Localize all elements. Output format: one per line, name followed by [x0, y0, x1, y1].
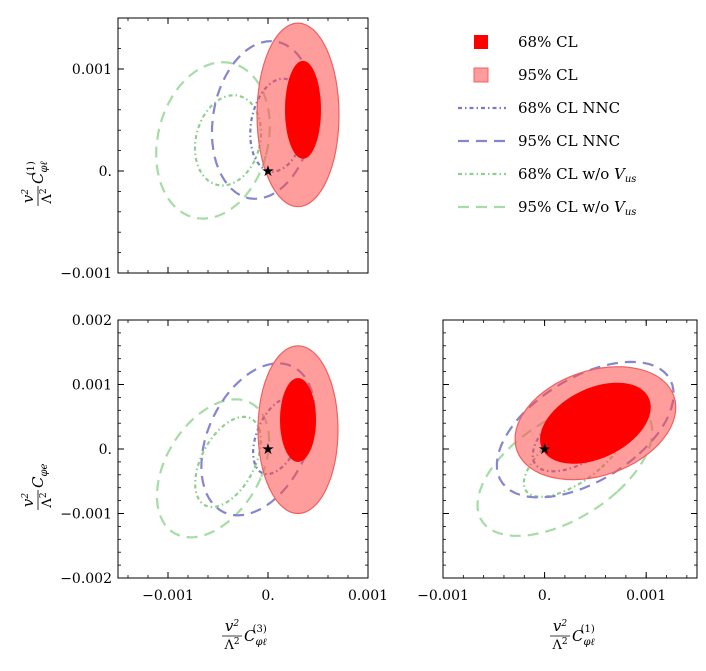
sm-point-star: ★ [261, 440, 274, 458]
legend-label: 95% CL [518, 66, 578, 84]
x-tick-label: 0.001 [626, 588, 666, 604]
panel-top-left: ★ −0.001 0. 0.001 [60, 17, 369, 282]
contour-fit68 [540, 382, 651, 464]
legend-entry-fit68: 68% CL [474, 33, 578, 51]
legend-swatch [474, 35, 488, 49]
legend-entry-nnc95: 95% CL NNC [458, 132, 620, 150]
contour-fit68 [285, 60, 321, 159]
contour-nnc95 [200, 362, 316, 517]
legend-entry-novus95: 95% CL w/o Vus [458, 198, 636, 218]
legend-entry-nnc68: 68% CL NNC [458, 99, 620, 117]
panel-frame [117, 17, 369, 274]
legend-label: 68% CL [518, 33, 578, 51]
sm-point-star: ★ [538, 440, 551, 458]
contour-novus95 [155, 61, 271, 220]
legend-entry-fit95: 95% CL [473, 66, 578, 84]
y-tick-label: 0.001 [72, 62, 112, 78]
x-tick-label: 0. [261, 588, 274, 604]
legend: 68% CL 95% CL 68% CL NNC 95% CL NNC 68% CL w… [458, 33, 636, 218]
legend-label: 95% CL w/o Vus [518, 198, 636, 218]
x-tick-label: 0.001 [348, 588, 388, 604]
y-tick-label: 0. [99, 164, 112, 180]
ticks [442, 319, 697, 579]
y-tick-label: 0.002 [72, 313, 112, 329]
contour-novus68 [193, 94, 263, 187]
legend-entry-novus68: 68% CL w/o Vus [458, 165, 636, 185]
legend-label: 68% CL w/o Vus [518, 165, 636, 185]
y-tick-label: 0.001 [72, 378, 112, 394]
x-tick-label: −0.001 [417, 588, 469, 604]
panel-bottom-right: ★ −0.001 0. 0.001 [417, 319, 698, 604]
y-tick-label: −0.001 [60, 266, 112, 282]
coefficient: Cφℓ(1) [26, 161, 50, 184]
legend-label: 95% CL NNC [518, 132, 620, 150]
panels-layer: ★ −0.001 0. 0.001 ★ −0.001 0. 0.001 −0.002 −0.001… [60, 17, 698, 604]
legend-label: 68% CL NNC [518, 99, 620, 117]
sm-point-star: ★ [261, 162, 274, 180]
coefficient: Cφℓ(3) [244, 624, 267, 648]
contours [155, 22, 340, 220]
coefficient: Cφℓ(1) [572, 624, 595, 648]
y-tick-label: −0.001 [60, 507, 112, 523]
y-tick-label: −0.002 [60, 571, 112, 587]
contour-fit68 [280, 378, 316, 462]
panel-bottom-left: ★ −0.001 0. 0.001 −0.002 −0.001 0. 0.001 0.002 [60, 313, 388, 604]
ticks [118, 319, 369, 579]
contour-novus95 [155, 398, 271, 539]
x-tick-label: 0. [538, 588, 551, 604]
x-tick-label: −0.001 [142, 588, 194, 604]
contour-nnc68 [249, 77, 307, 173]
ticks [118, 18, 369, 274]
contours [476, 360, 677, 537]
contours [155, 345, 339, 539]
legend-swatch [473, 67, 489, 83]
y-tick-label: 0. [99, 442, 112, 458]
